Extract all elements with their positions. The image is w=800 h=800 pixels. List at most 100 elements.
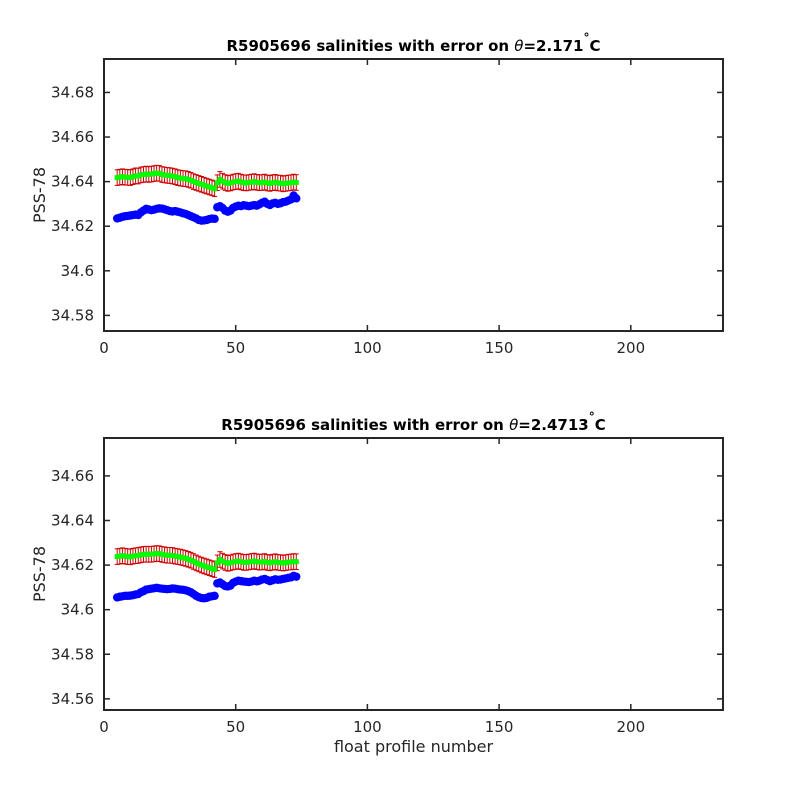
- calibrated-salinity-point: [256, 559, 262, 565]
- x-tick-label: 100: [353, 339, 382, 357]
- calibrated-salinity-point: [238, 559, 244, 565]
- calibrated-salinity-point: [270, 559, 276, 565]
- calibrated-salinity-point: [146, 171, 152, 177]
- calibrated-salinity-point: [262, 559, 268, 565]
- calibrated-salinity-point: [177, 175, 183, 181]
- calibrated-salinity-point: [241, 559, 247, 565]
- calibrated-salinity-point: [235, 178, 241, 184]
- calibrated-salinity-point: [117, 553, 123, 559]
- calibrated-salinity-point: [264, 559, 270, 565]
- calibrated-salinity-point: [206, 184, 212, 190]
- calibrated-salinity-point: [138, 172, 144, 178]
- calibrated-salinity-point: [201, 563, 207, 569]
- x-tick-label: 0: [99, 718, 109, 736]
- calibrated-salinity-point: [193, 560, 199, 566]
- calibrated-salinity-point: [283, 180, 289, 186]
- calibrated-salinity-point: [243, 180, 249, 186]
- raw-salinity-point: [210, 214, 219, 224]
- calibrated-salinity-point: [222, 559, 228, 565]
- title-prefix: R5905696 salinities with error on: [221, 416, 509, 434]
- calibrated-salinity-point: [133, 553, 139, 559]
- calibrated-salinity-point: [214, 180, 220, 186]
- calibrated-salinity-point: [235, 558, 241, 564]
- y-tick-label: 34.64: [51, 511, 94, 529]
- calibrated-salinity-point: [148, 551, 154, 557]
- calibrated-salinity-point: [225, 180, 231, 186]
- calibrated-salinity-point: [172, 174, 178, 180]
- chart-title: R5905696 salinities with error on θ=2.47…: [221, 410, 605, 434]
- x-tick-label: 200: [616, 718, 645, 736]
- calibrated-salinity-point: [233, 559, 239, 565]
- y-tick-label: 34.68: [51, 83, 94, 101]
- calibrated-salinity-point: [280, 560, 286, 566]
- calibrated-salinity-point: [206, 565, 212, 571]
- y-tick-label: 34.58: [51, 645, 94, 663]
- calibrated-salinity-point: [117, 174, 123, 180]
- calibrated-salinity-point: [241, 180, 247, 186]
- title-theta: θ: [509, 416, 518, 434]
- calibrated-salinity-point: [175, 175, 181, 181]
- calibrated-salinity-point: [277, 560, 283, 566]
- calibrated-salinity-point: [264, 180, 270, 186]
- calibrated-salinity-point: [156, 170, 162, 176]
- calibrated-salinity-point: [164, 552, 170, 558]
- calibrated-salinity-point: [196, 561, 202, 567]
- calibrated-salinity-point: [201, 182, 207, 188]
- y-tick-label: 34.62: [51, 217, 94, 235]
- calibrated-salinity-point: [262, 179, 268, 185]
- calibrated-salinity-point: [167, 173, 173, 179]
- calibrated-salinity-point: [212, 186, 218, 192]
- calibrated-salinity-point: [188, 557, 194, 563]
- calibrated-salinity-point: [227, 560, 233, 566]
- calibrated-salinity-point: [159, 171, 165, 177]
- x-tick-label: 100: [353, 718, 382, 736]
- calibrated-salinity-point: [230, 179, 236, 185]
- title-value: =2.171: [523, 37, 583, 55]
- calibrated-salinity-point: [227, 180, 233, 186]
- calibrated-salinity-point: [291, 559, 297, 565]
- calibrated-salinity-point: [256, 180, 262, 186]
- calibrated-salinity-point: [285, 180, 291, 186]
- calibrated-salinity-point: [114, 175, 120, 181]
- x-tick-label: 50: [226, 718, 245, 736]
- calibrated-salinity-point: [196, 180, 202, 186]
- calibrated-salinity-point: [151, 551, 157, 557]
- calibrated-salinity-point: [143, 551, 149, 557]
- calibrated-salinity-point: [214, 560, 220, 566]
- raw-salinity-point: [292, 194, 301, 203]
- title-unit: C: [589, 37, 600, 55]
- y-axis-label: PSS-78: [30, 546, 49, 602]
- chart-title: R5905696 salinities with error on θ=2.17…: [226, 31, 600, 55]
- calibrated-salinity-point: [130, 553, 136, 559]
- calibrated-salinity-point: [188, 177, 194, 183]
- calibrated-salinity-point: [180, 555, 186, 561]
- calibrated-salinity-point: [125, 174, 131, 180]
- y-tick-label: 34.62: [51, 556, 94, 574]
- calibrated-salinity-point: [225, 560, 231, 566]
- title-theta: θ: [514, 37, 523, 55]
- calibrated-salinity-point: [154, 550, 160, 556]
- calibrated-salinity-point: [198, 562, 204, 568]
- calibrated-salinity-point: [162, 552, 168, 558]
- calibrated-salinity-point: [151, 171, 157, 177]
- y-tick-label: 34.6: [61, 601, 94, 619]
- calibrated-salinity-point: [246, 180, 252, 186]
- calibrated-salinity-point: [209, 185, 215, 191]
- calibrated-salinity-point: [204, 183, 210, 189]
- title-value: =2.4713: [518, 416, 588, 434]
- calibrated-salinity-point: [114, 554, 120, 560]
- calibrated-salinity-point: [249, 559, 255, 565]
- calibrated-salinity-point: [138, 552, 144, 558]
- calibrated-salinity-point: [185, 556, 191, 562]
- bottom-panel: 0 50 100 150 200 34.56 34.58 34.6 34.62 34.64 34.6…: [30, 410, 724, 756]
- calibrated-salinity-point: [122, 174, 128, 180]
- calibrated-salinity-point: [198, 181, 204, 187]
- calibrated-salinity-point: [251, 179, 257, 185]
- calibrated-salinity-point: [162, 172, 168, 178]
- calibrated-salinity-point: [220, 558, 226, 564]
- calibrated-salinity-point: [180, 176, 186, 182]
- calibrated-salinity-point: [135, 552, 141, 558]
- y-tick-label: 34.6: [61, 262, 94, 280]
- calibrated-salinity-point: [191, 179, 197, 185]
